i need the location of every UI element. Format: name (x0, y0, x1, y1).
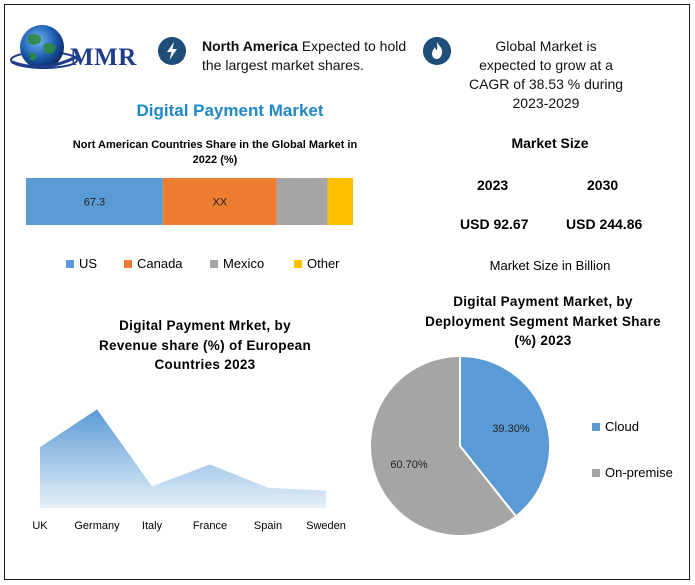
pie-legend-item-cloud: Cloud (592, 419, 639, 434)
bar-data-label-us: 67.3 (84, 197, 105, 209)
main-title: Digital Payment Market (136, 101, 324, 120)
pie-data-label-on-premise: 60.70% (390, 459, 428, 471)
bar-segment-other (327, 178, 353, 225)
bar-segment-mexico (276, 178, 328, 225)
legend-swatch (294, 259, 302, 268)
legend-swatch (66, 259, 74, 268)
bar-data-label-canada: XX (212, 197, 227, 209)
legend-label: Canada (137, 256, 183, 271)
bar-legend-item-mexico: Mexico (210, 256, 264, 271)
legend-swatch (592, 422, 600, 431)
highlight-bold: North America (202, 38, 298, 54)
legend-label: On-premise (605, 465, 673, 480)
legend-swatch (210, 259, 218, 268)
market-size-note: Market Size in Billion (489, 258, 611, 273)
area-series-revenue-share (40, 409, 326, 508)
area-chart-title: Digital Payment Mrket, by Revenue share … (99, 318, 311, 372)
legend-label: Other (307, 256, 340, 271)
flame-icon (423, 37, 451, 65)
pie-slice-cloud (459, 354, 551, 518)
pie-legend-item-on-premise: On-premise (592, 465, 673, 480)
lightning-icon (158, 37, 186, 65)
market-size-value-2030: USD 244.86 (566, 216, 643, 232)
mmr-logo-globe-icon (10, 25, 79, 69)
bar-chart-title: Nort American Countries Share in the Glo… (72, 139, 358, 166)
bar-legend-item-canada: Canada (124, 256, 183, 271)
legend-label: US (79, 256, 98, 271)
bar-legend-item-us: US (66, 256, 97, 271)
pie-slice-on-premise (369, 354, 518, 537)
area-x-label-germany: Germany (74, 520, 120, 532)
legend-swatch (592, 468, 600, 477)
market-size-title: Market Size (511, 135, 589, 151)
bar-segment-canada (162, 178, 277, 225)
highlight-north-america: North America Expected to hold the large… (202, 37, 412, 75)
area-x-label-italy: Italy (141, 520, 163, 532)
pie-data-label-cloud: 39.30% (492, 423, 530, 435)
area-x-label-uk: UK (32, 520, 48, 532)
infographic-frame (4, 4, 690, 580)
market-size-year-2023: 2023 (477, 177, 509, 193)
bar-legend-item-other: Other (294, 256, 340, 271)
legend-label: Mexico (223, 256, 265, 271)
bar-segment-us (26, 178, 163, 225)
pie-chart: 39.30% 60.70% (369, 354, 551, 537)
highlight-cagr: Global Market is expected to grow at a C… (468, 38, 624, 111)
logo-text: MMR (70, 44, 137, 71)
area-x-label-sweden: Sweden (306, 520, 346, 532)
highlight-text: Expected to hold the largest market shar… (202, 38, 407, 73)
stacked-bar-chart: 67.3 XX (26, 178, 353, 225)
market-size-value-2023: USD 92.67 (460, 216, 529, 232)
legend-swatch (124, 259, 132, 268)
pie-chart-title: Digital Payment Market, by Deployment Se… (425, 294, 661, 348)
area-chart (39, 409, 327, 508)
area-x-label-spain: Spain (253, 520, 283, 532)
area-x-label-france: France (192, 520, 228, 532)
market-size-year-2030: 2030 (587, 177, 619, 193)
legend-label: Cloud (605, 419, 639, 434)
